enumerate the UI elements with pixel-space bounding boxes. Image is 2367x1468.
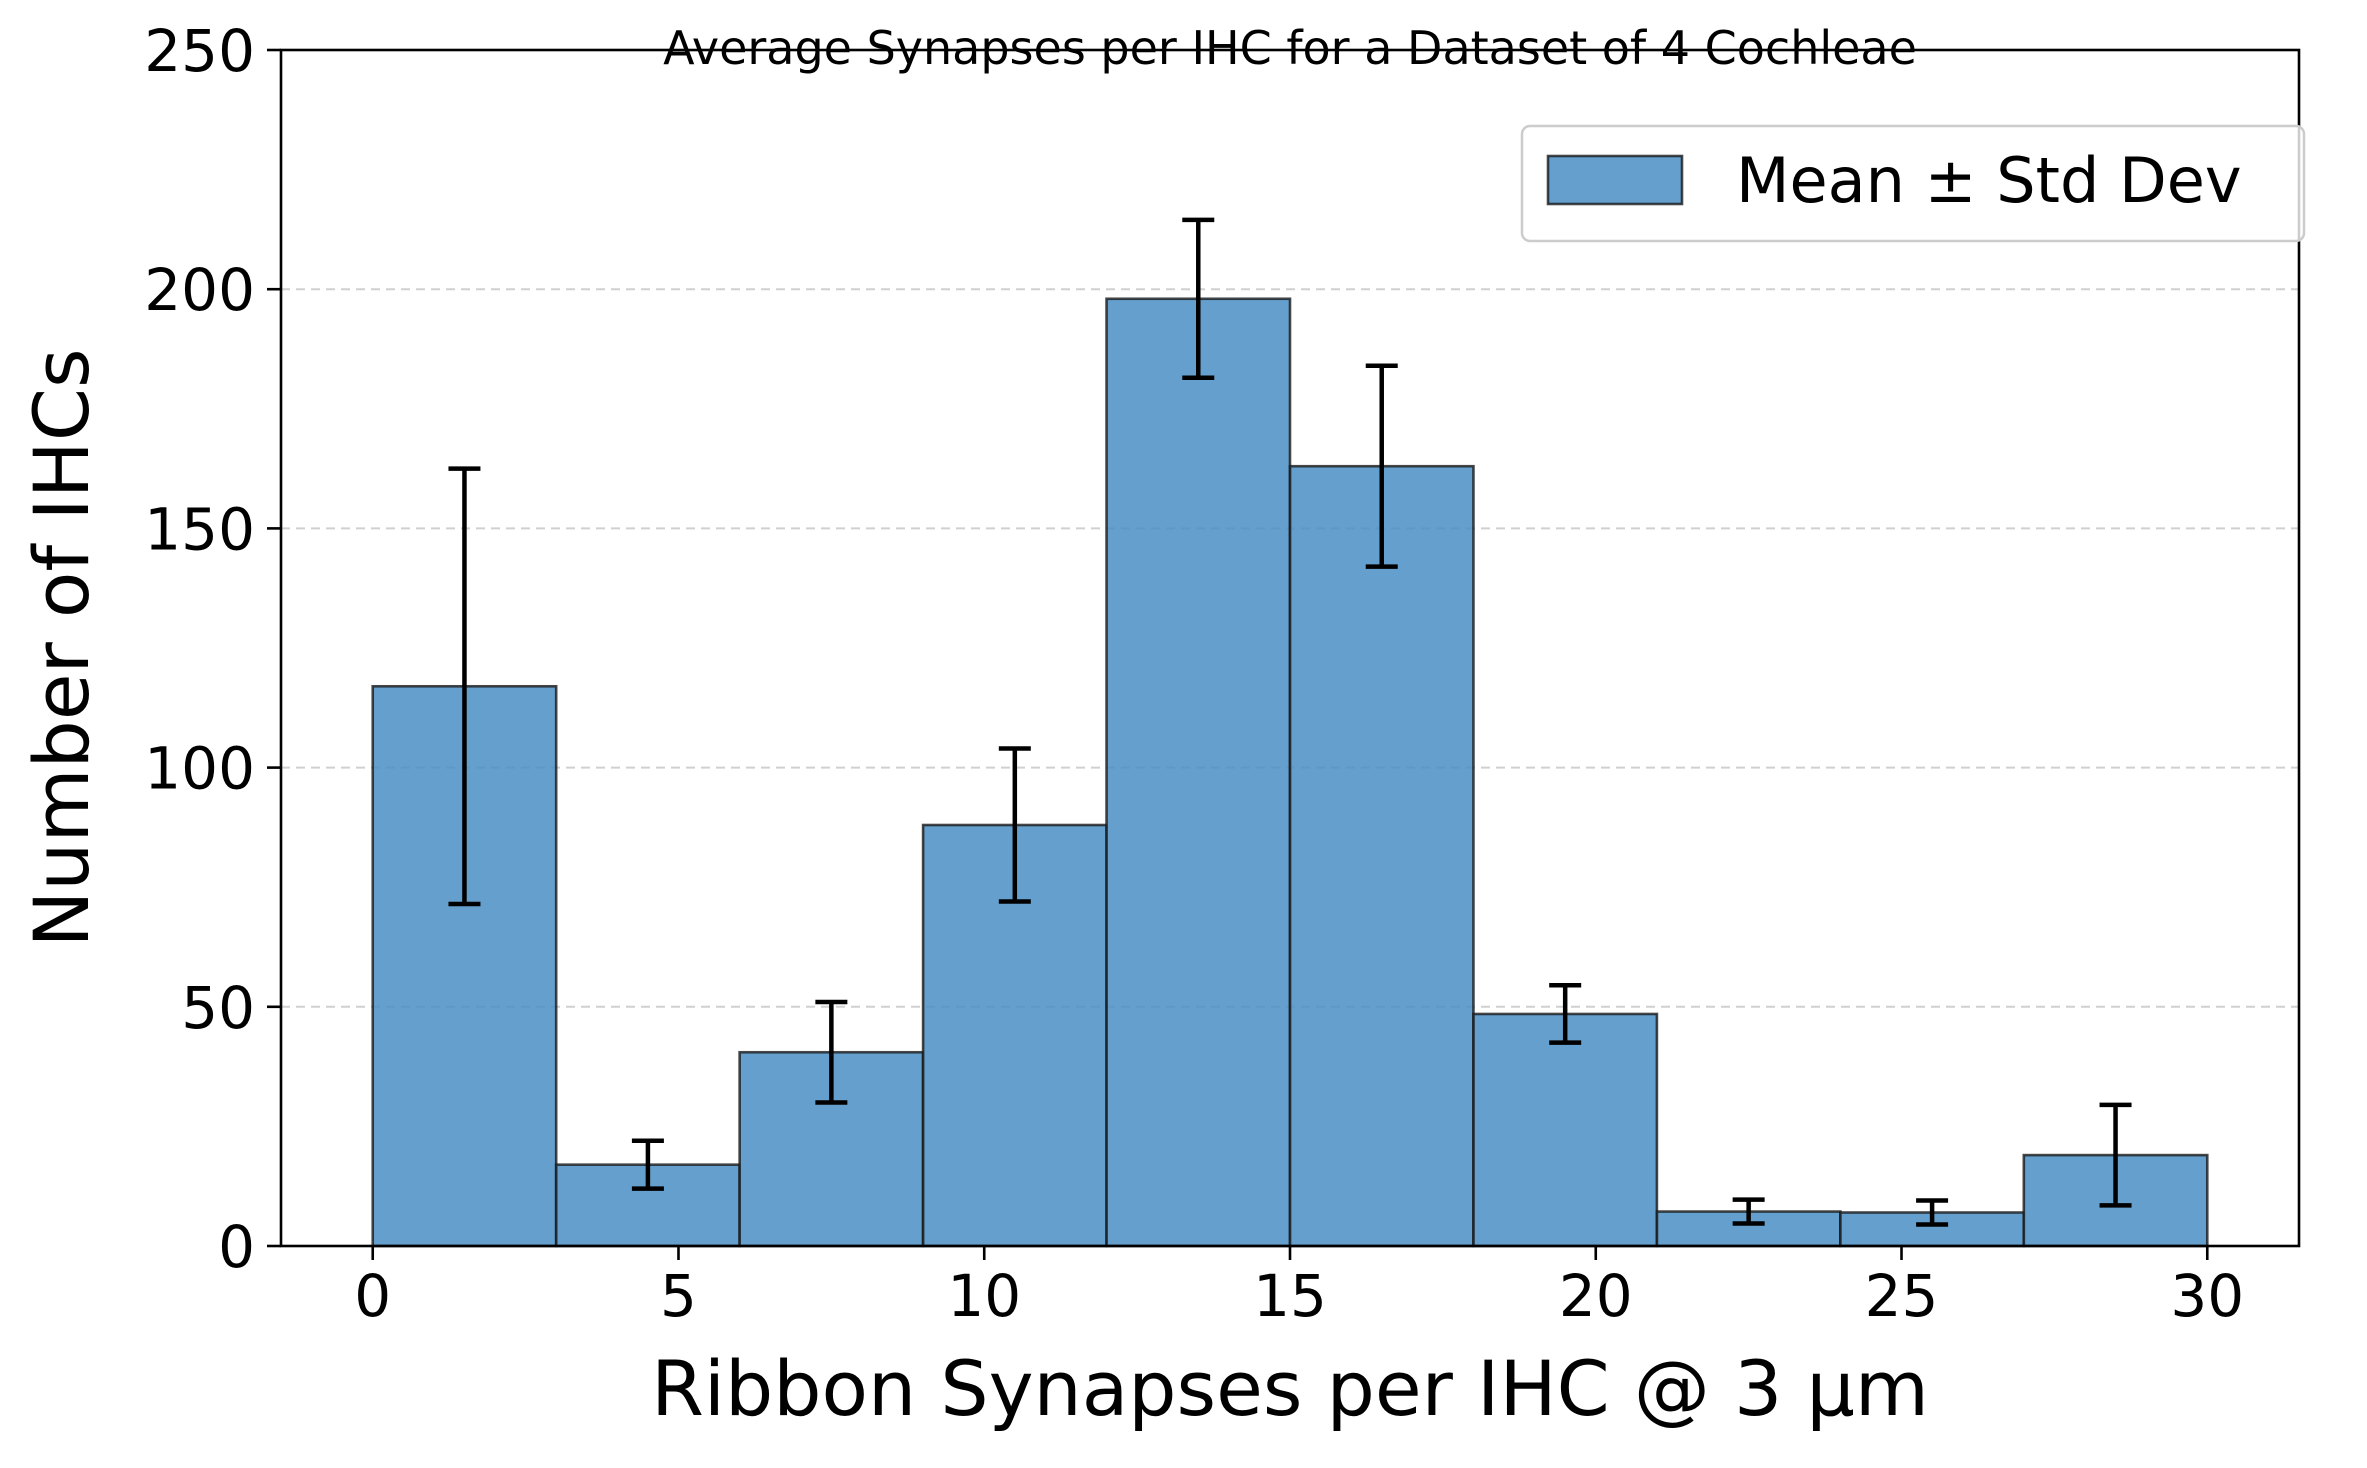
histogram-bar bbox=[1105, 297, 1292, 1248]
histogram-bar bbox=[1472, 1012, 1659, 1248]
error-bar bbox=[1365, 363, 1398, 569]
x-tick-label: 15 bbox=[1253, 1262, 1327, 1330]
y-tick-label: 150 bbox=[144, 495, 255, 563]
legend-label: Mean ± Std Dev bbox=[1736, 144, 2242, 217]
legend-box bbox=[1520, 124, 2306, 243]
error-bar bbox=[1916, 1198, 1949, 1227]
error-bar bbox=[815, 999, 848, 1105]
x-tick-label: 25 bbox=[1865, 1262, 1939, 1330]
error-bar bbox=[448, 466, 481, 907]
x-tick-label: 10 bbox=[947, 1262, 1021, 1330]
x-axis-label: Ribbon Synapses per IHC @ 3 µm bbox=[651, 1344, 1929, 1433]
x-tick-label: 0 bbox=[354, 1262, 391, 1330]
y-tick-label: 100 bbox=[144, 735, 255, 803]
error-bar bbox=[631, 1138, 664, 1191]
error-bar bbox=[1732, 1197, 1765, 1226]
y-tick-label: 250 bbox=[144, 17, 255, 85]
legend: Mean ± Std Dev bbox=[1520, 124, 2306, 243]
x-tick-label: 30 bbox=[2170, 1262, 2244, 1330]
histogram-bar bbox=[1288, 464, 1475, 1248]
legend-swatch bbox=[1546, 154, 1684, 206]
x-tick-label: 5 bbox=[660, 1262, 697, 1330]
error-bar bbox=[1549, 983, 1582, 1045]
y-tick-label: 50 bbox=[181, 974, 255, 1042]
ticks-layer: 0 5 10 15 20 25 30 0 50 100 150 200 250 bbox=[144, 17, 2244, 1330]
error-bar bbox=[2099, 1102, 2132, 1208]
chart-title: Average Synapses per IHC for a Dataset o… bbox=[663, 21, 1917, 75]
error-bar bbox=[1182, 217, 1215, 380]
x-tick-label: 20 bbox=[1559, 1262, 1633, 1330]
y-tick-label: 0 bbox=[218, 1213, 255, 1281]
error-bar bbox=[998, 746, 1031, 904]
error-bars-layer bbox=[448, 217, 2132, 1227]
y-tick-label: 200 bbox=[144, 256, 255, 324]
y-axis-label: Number of IHCs bbox=[17, 348, 106, 947]
